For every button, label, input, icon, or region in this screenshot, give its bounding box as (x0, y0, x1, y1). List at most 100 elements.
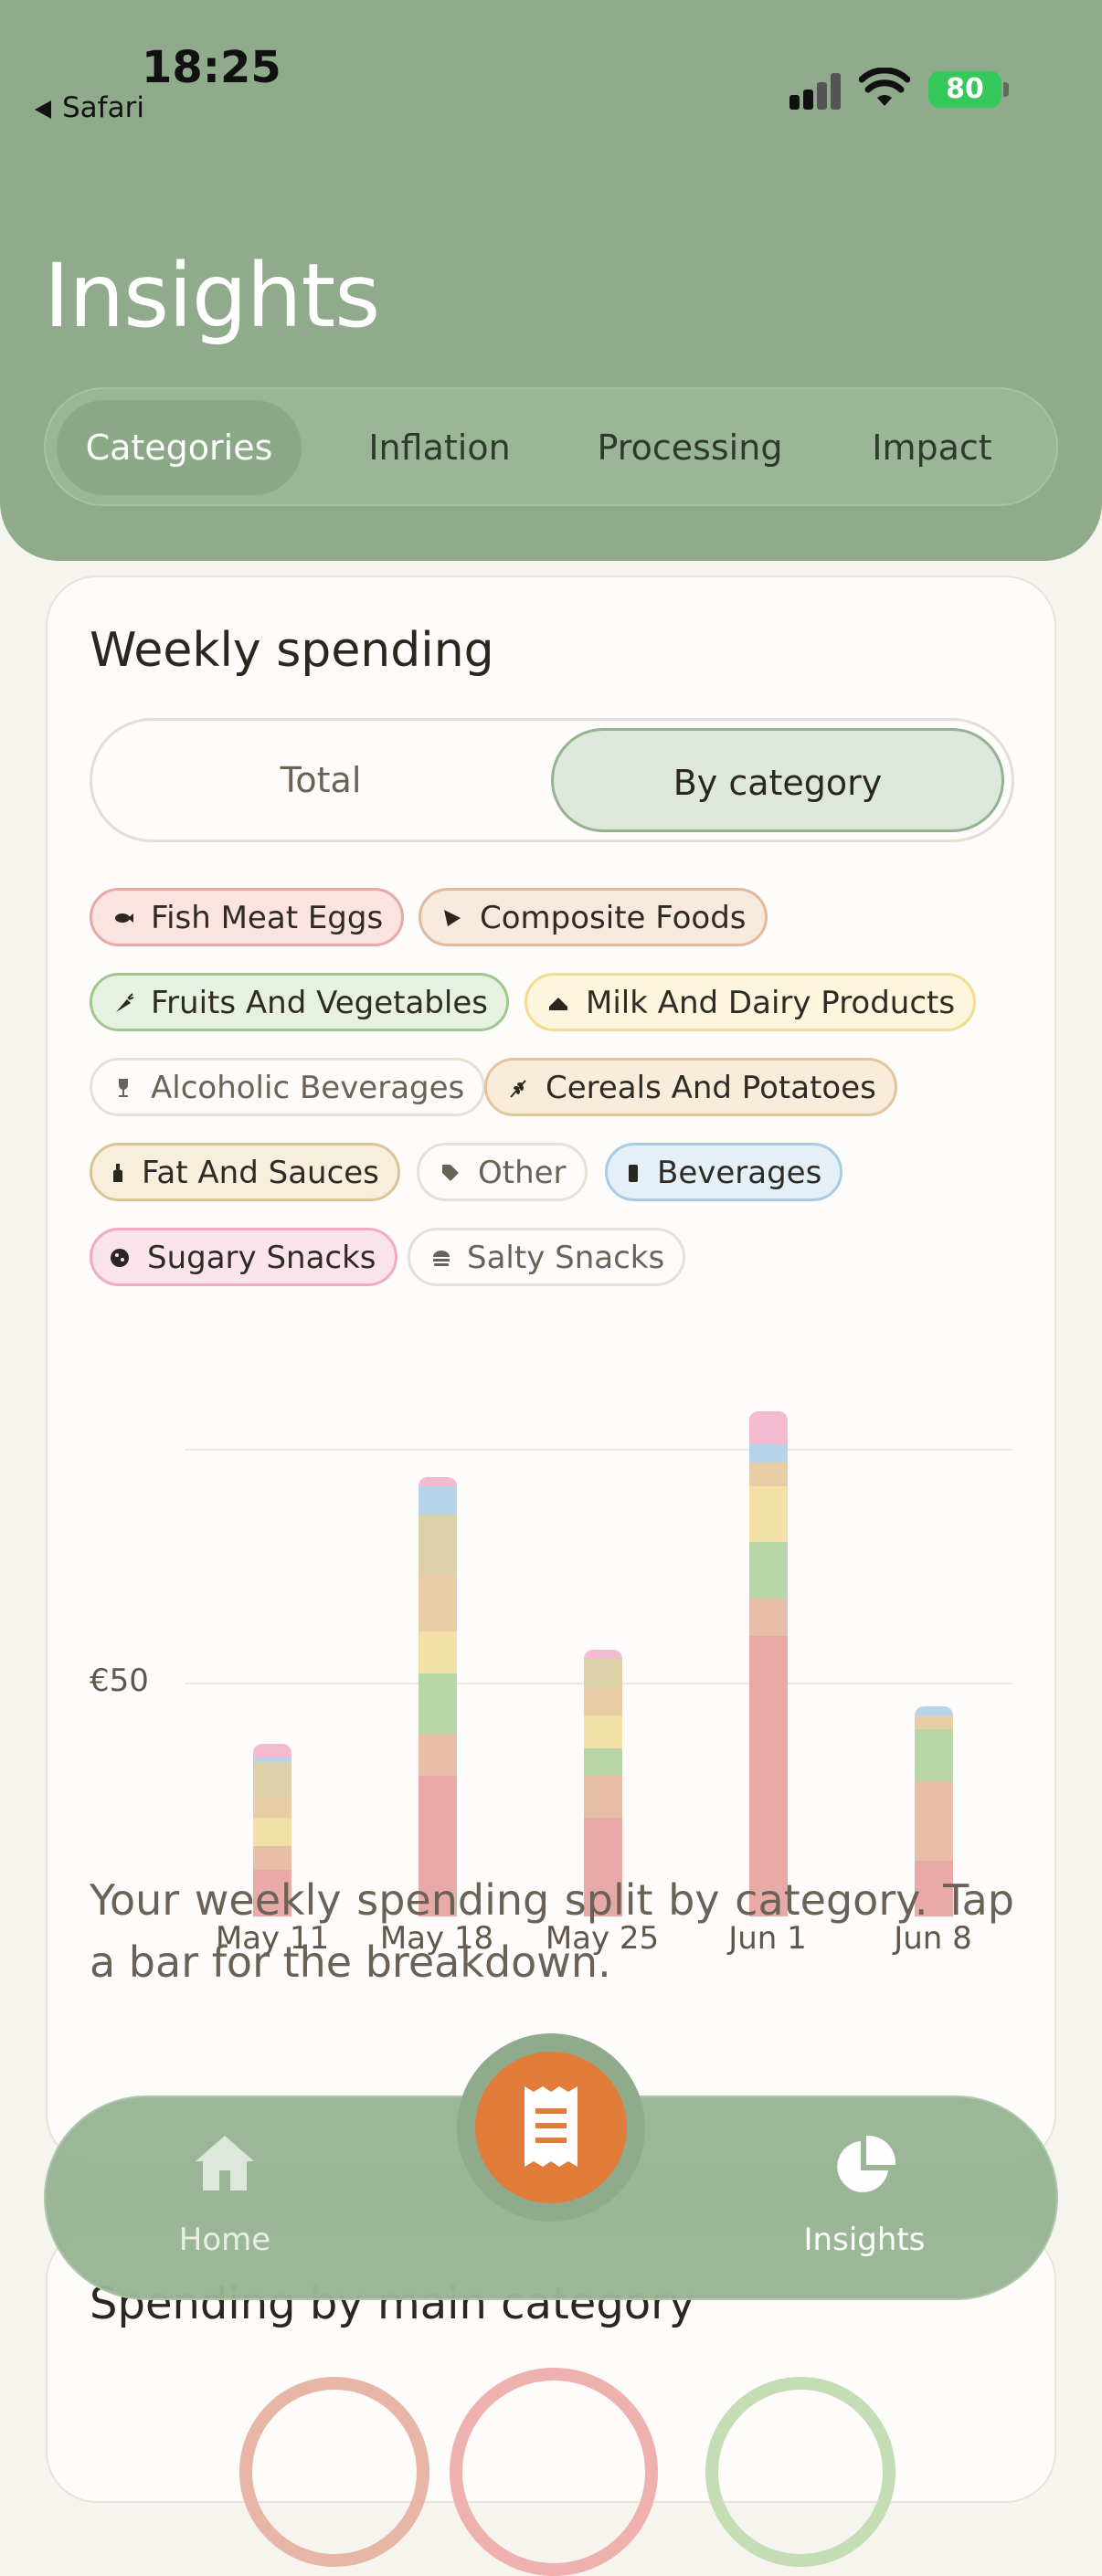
chart-gridline-top (185, 1449, 1012, 1451)
bar-segment-fish-meat-eggs (253, 1869, 291, 1916)
header: 18:25 Safari 80 Insights Categories Infl… (0, 0, 1102, 561)
weekly-spending-title: Weekly spending (90, 623, 494, 678)
view-toggle: Total By category (90, 718, 1014, 842)
chip-cereals-and-potatoes[interactable]: Cereals And Potatoes (484, 1058, 897, 1116)
battery-tip (1003, 82, 1009, 97)
chip-label: Fish Meat Eggs (151, 900, 384, 936)
tab-inflation[interactable]: Inflation (368, 428, 511, 468)
bar-segment-composite-foods (584, 1776, 622, 1819)
bar-segment-cereals-and-potatoes (749, 1462, 788, 1486)
bar-segment-sugary-snacks (584, 1650, 622, 1660)
category-ring[interactable] (705, 2377, 895, 2567)
chip-alcoholic-beverages[interactable]: Alcoholic Beverages (90, 1058, 486, 1116)
wifi-icon (859, 68, 910, 106)
back-app-label: Safari (62, 91, 144, 124)
chip-milk-and-dairy-products[interactable]: Milk And Dairy Products (525, 973, 977, 1031)
bar-segment-cereals-and-potatoes (584, 1687, 622, 1716)
bar-segment-fruits-and-vegetables (915, 1729, 953, 1781)
page-title: Insights (44, 245, 380, 347)
chip-beverages[interactable]: Beverages (605, 1143, 843, 1201)
x-tick-label: Jun 8 (894, 1920, 972, 1957)
insights-tab-bar: Categories Inflation Processing Impact (44, 387, 1058, 506)
pie-chart-icon (837, 2135, 896, 2192)
chip-other[interactable]: Other (417, 1143, 588, 1201)
chip-salty-snacks[interactable]: Salty Snacks (408, 1228, 686, 1286)
battery-icon: 80 (928, 71, 1001, 108)
bar-segment-milk-and-dairy-products (419, 1631, 457, 1673)
chip-composite-foods[interactable]: Composite Foods (419, 888, 768, 946)
scan-receipt-button[interactable] (475, 2052, 627, 2203)
bar-segment-fish-meat-eggs (915, 1860, 953, 1916)
carrot-icon (116, 993, 134, 1012)
x-tick-label: May 18 (379, 1920, 494, 1957)
bar-segment-fat-and-sauces (419, 1514, 457, 1576)
nav-insights-label: Insights (803, 2222, 926, 2258)
bar-jun-8[interactable] (915, 1705, 953, 1916)
bar-segment-fruits-and-vegetables (584, 1747, 622, 1777)
bar-segment-fish-meat-eggs (419, 1776, 457, 1916)
chip-label: Sugary Snacks (147, 1240, 376, 1276)
category-ring[interactable] (239, 2377, 429, 2567)
chip-label: Alcoholic Beverages (151, 1070, 465, 1106)
bar-segment-sugary-snacks (749, 1411, 788, 1444)
bar-segment-cereals-and-potatoes (419, 1575, 457, 1631)
bar-segment-beverages (253, 1757, 291, 1763)
chip-fish-meat-eggs[interactable]: Fish Meat Eggs (90, 888, 405, 946)
chip-label: Composite Foods (480, 900, 747, 936)
weekly-spending-card: Weekly spending Total By category Fish M… (46, 575, 1056, 2165)
wine-glass-icon (119, 1079, 128, 1097)
bar-segment-fish-meat-eggs (749, 1635, 788, 1916)
bar-segment-cereals-and-potatoes (253, 1794, 291, 1819)
bar-segment-milk-and-dairy-products (253, 1818, 291, 1847)
category-ring[interactable] (450, 2368, 658, 2576)
chip-label: Fruits And Vegetables (151, 985, 488, 1021)
bar-segment-fish-meat-eggs (584, 1818, 622, 1916)
toggle-by-category-button[interactable]: By category (551, 728, 1004, 832)
chip-label: Salty Snacks (467, 1240, 665, 1276)
wheat-icon (510, 1080, 526, 1098)
bar-segment-fruits-and-vegetables (419, 1673, 457, 1735)
battery-level: 80 (946, 73, 984, 105)
bar-may-18[interactable] (419, 1476, 457, 1916)
tab-categories[interactable]: Categories (57, 400, 302, 495)
bar-segment-cereals-and-potatoes (915, 1715, 953, 1730)
chip-label: Milk And Dairy Products (586, 985, 956, 1021)
receipt-icon (525, 2086, 577, 2167)
bar-segment-composite-foods (253, 1846, 291, 1870)
bar-segment-milk-and-dairy-products (749, 1485, 788, 1543)
home-icon (196, 2136, 254, 2191)
bar-may-25[interactable] (584, 1650, 622, 1916)
fish-icon (115, 913, 133, 923)
cheese-icon (549, 998, 567, 1010)
chip-label: Fat And Sauces (142, 1155, 379, 1191)
bar-jun-1[interactable] (749, 1411, 788, 1916)
bar-segment-composite-foods (915, 1780, 953, 1861)
x-tick-label: May 25 (545, 1920, 660, 1957)
bar-segment-sugary-snacks (419, 1476, 457, 1486)
bottle-icon (113, 1164, 122, 1182)
tab-impact[interactable]: Impact (872, 428, 992, 468)
tag-icon (442, 1165, 459, 1181)
cookie-icon (111, 1249, 129, 1267)
chip-fat-and-sauces[interactable]: Fat And Sauces (90, 1143, 400, 1201)
bar-may-11[interactable] (253, 1743, 291, 1916)
chip-fruits-and-vegetables[interactable]: Fruits And Vegetables (90, 973, 509, 1031)
bar-segment-composite-foods (749, 1598, 788, 1636)
bar-segment-composite-foods (419, 1734, 457, 1777)
bar-segment-milk-and-dairy-products (584, 1715, 622, 1748)
toggle-total-button[interactable]: Total (280, 760, 362, 800)
bar-segment-beverages (749, 1443, 788, 1463)
chip-label: Beverages (657, 1155, 822, 1191)
x-tick-label: Jun 1 (728, 1920, 807, 1957)
bar-segment-fruits-and-vegetables (749, 1542, 788, 1599)
back-to-safari-link[interactable]: Safari (35, 91, 144, 124)
cellular-signal-icon (789, 71, 842, 110)
weekly-description: Your weekly spending split by category. … (90, 1875, 1014, 1987)
bar-segment-fat-and-sauces (253, 1762, 291, 1795)
y-tick-label-50: €50 (90, 1663, 149, 1699)
chip-sugary-snacks[interactable]: Sugary Snacks (90, 1228, 397, 1286)
burger-icon (433, 1251, 450, 1266)
x-tick-label: May 11 (215, 1920, 330, 1957)
tab-processing[interactable]: Processing (597, 428, 783, 468)
bar-segment-beverages (419, 1485, 457, 1515)
